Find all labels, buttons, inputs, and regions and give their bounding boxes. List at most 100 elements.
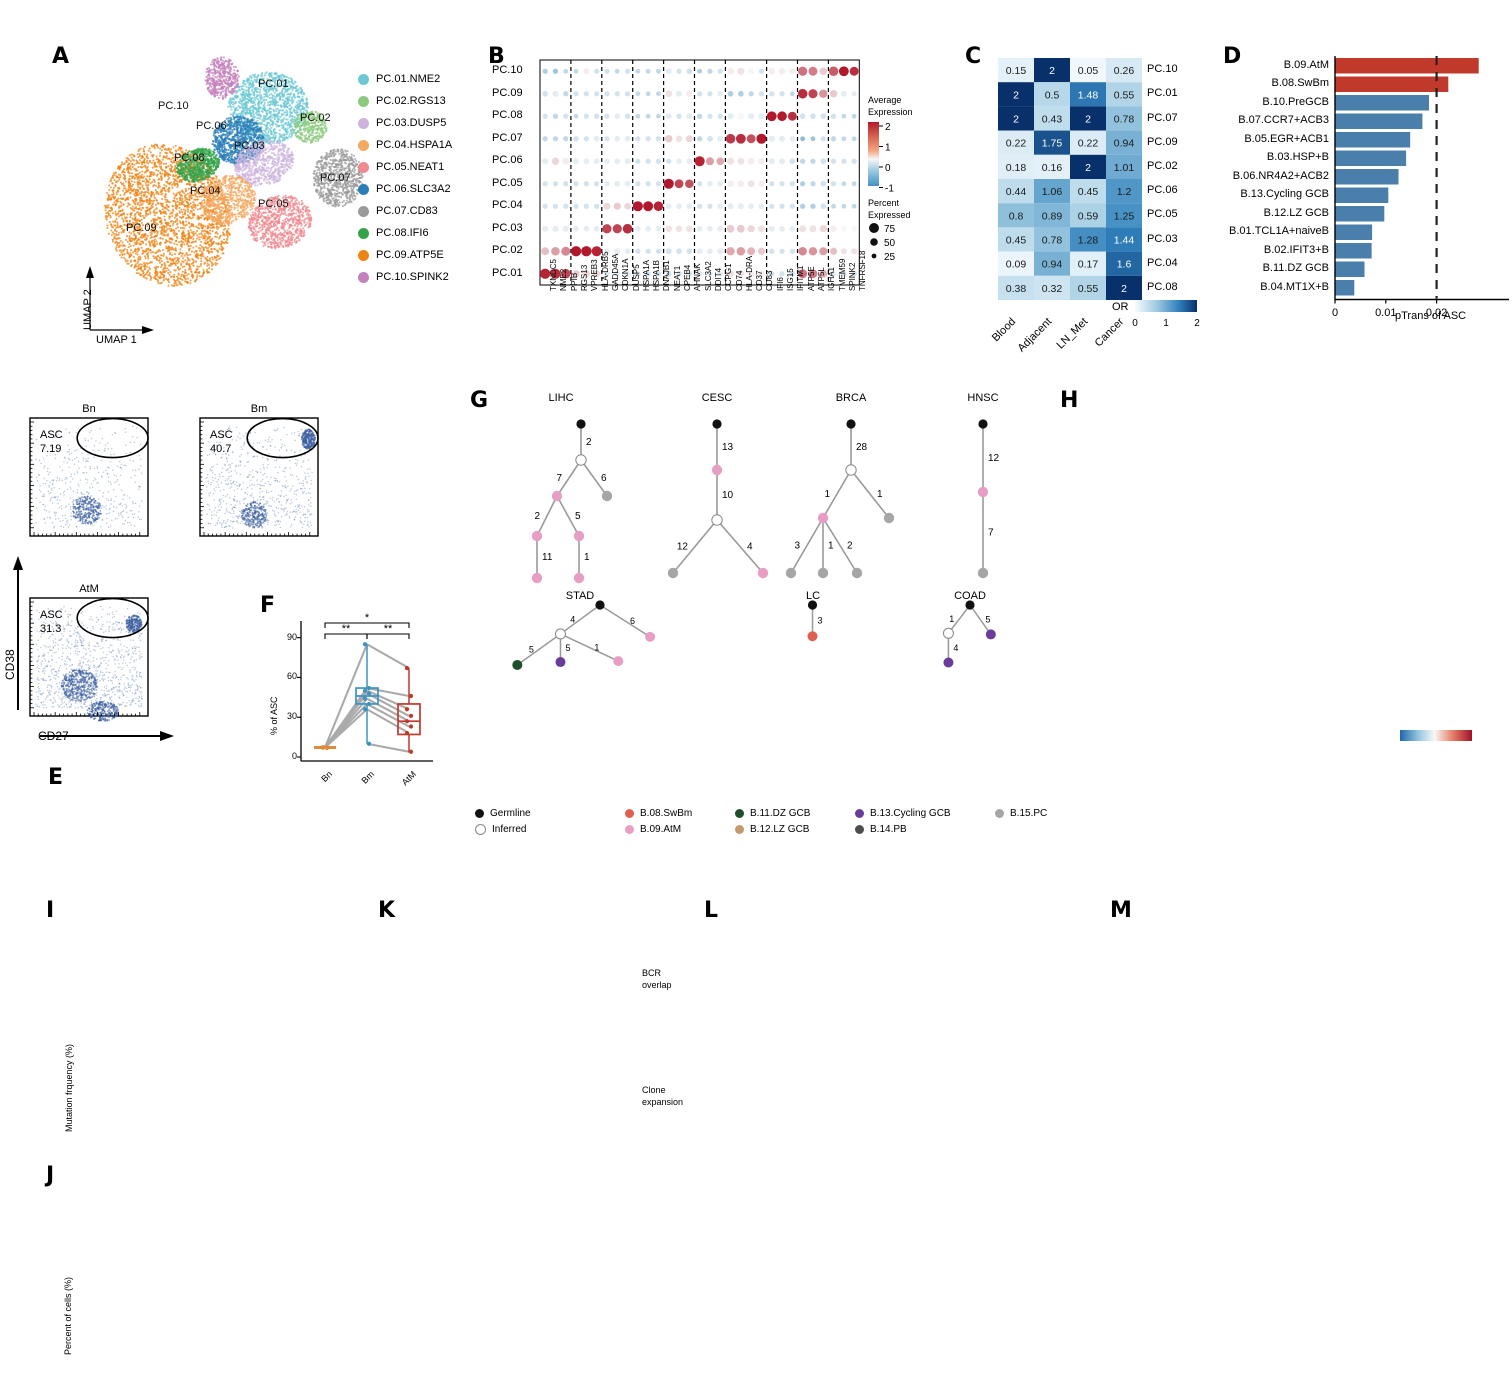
panel-g-legend-swatch — [855, 824, 864, 834]
panel-b-gene-label-HSPA1A: HSPA1A — [641, 260, 651, 291]
panel-f: F * ** ** % of ASC Bn Bm AtM 0 30 60 90 — [245, 585, 470, 810]
panel-g-legend-item: B.08.SwBm — [625, 805, 692, 821]
panel-k-networks — [370, 880, 700, 1380]
panel-c: C 0.15 2 0.05 0.26 2 0.5 1.48 0.55 2 0.43 2 0.78 0.2… — [960, 0, 1215, 380]
panel-a-legend-label: PC.04.HSPA1A — [376, 139, 453, 151]
panel-c-row-label-PC.05: PC.05 — [1147, 208, 1178, 221]
panel-d-category-11: B.11.DZ GCB — [1262, 262, 1329, 275]
panel-b-gene-label-VPREB3: VPREB3 — [590, 259, 600, 291]
panel-d-category-3: B.07.CCR7+ACB3 — [1238, 114, 1329, 127]
panel-b-expr-legend-title-2: Expression — [868, 107, 913, 117]
panel-a-legend-swatch — [358, 205, 369, 217]
panel-g-tree-title-CESC: CESC — [701, 392, 733, 404]
panel-g-legend-swatch — [995, 808, 1004, 818]
panel-g-legend-swatch — [475, 823, 486, 835]
panel-k-overlap-title-1: BCR — [642, 968, 662, 978]
panel-a-legend-item: PC.08.IFI6 — [358, 222, 452, 244]
panel-a-umap — [86, 56, 364, 334]
panel-a-legend-label: PC.01.NME2 — [376, 73, 441, 85]
panel-d-category-10: B.02.IFIT3+B — [1263, 243, 1329, 256]
panel-a-cluster-label-PC.10: PC.10 — [158, 100, 189, 112]
panel-d-category-1: B.08.SwBm — [1271, 77, 1329, 90]
panel-a-legend-item: PC.02.RGS13 — [358, 90, 452, 112]
panel-h-heatmap — [1400, 730, 1472, 741]
panel-b-row-label-PC.08: PC.08 — [492, 109, 523, 122]
panel-b-gene-label-TNFRSF18: TNFRSF18 — [858, 250, 868, 291]
panel-g-legend-col: B.08.SwBm B.09.AtM — [625, 805, 692, 837]
panel-b-gene-label-CDKN1A: CDKN1A — [621, 258, 631, 291]
panel-f-ytick-3: 90 — [286, 631, 297, 642]
panel-k-overlap-title-2: overlap — [642, 980, 672, 990]
panel-m-label: M — [1110, 898, 1132, 923]
panel-c-row-label-PC.03: PC.03 — [1147, 232, 1178, 245]
panel-b-gene-label-SPINK2: SPINK2 — [847, 262, 857, 291]
panel-k-clone-title-2: expansion — [642, 1097, 684, 1107]
panel-g-legend-label: B.14.PB — [870, 823, 907, 835]
panel-b-gene-label-NME2: NME2 — [559, 268, 569, 291]
panel-g-label: G — [470, 388, 489, 413]
panel-b-gene-label-SLC3A2: SLC3A2 — [703, 261, 713, 291]
panel-c-legend-label: OR — [1112, 301, 1129, 313]
panel-a-legend-item: PC.03.DUSP5 — [358, 112, 452, 134]
panel-h: H — [1055, 380, 1512, 820]
panel-b-gene-label-DDIT4: DDIT4 — [713, 267, 723, 291]
panel-a-cluster-label-PC.06: PC.06 — [196, 120, 227, 132]
panel-c-row-label-PC.07: PC.07 — [1147, 111, 1178, 124]
panel-b-gene-label-CCPG1: CCPG1 — [724, 263, 734, 291]
panel-b-gene-label-HLA-DRA: HLA-DRA — [744, 255, 754, 291]
panel-a-legend-label: PC.03.DUSP5 — [376, 117, 447, 129]
panel-g-tree-title-HNSC: HNSC — [967, 392, 999, 404]
panel-a-cluster-label-PC.09: PC.09 — [126, 222, 157, 234]
panel-g-legend-col: B.13.Cycling GCB B.14.PB — [855, 805, 951, 837]
panel-f-boxplot: *** ** — [297, 612, 433, 762]
panel-d-barchart — [1334, 56, 1509, 304]
panel-g-legend-swatch — [855, 808, 864, 818]
panel-a-label: A — [52, 44, 70, 69]
panel-g-legend-col: B.15.PC — [995, 805, 1047, 821]
panel-c-colorbar — [1135, 300, 1197, 312]
panel-l-umaps — [700, 880, 1100, 1380]
panel-b-gene-label-CD83: CD83 — [765, 270, 775, 291]
panel-b-expr-legend-title-1: Average — [868, 95, 902, 105]
panel-g-legend-swatch — [625, 808, 634, 818]
panel-b-row-label-PC.05: PC.05 — [492, 176, 523, 189]
panel-j-ylabel: Percent of cells (%) — [63, 1276, 73, 1355]
panel-b-gene-label-ISG15: ISG15 — [786, 268, 796, 291]
panel-b-dotplot — [539, 59, 860, 286]
panel-a-legend-swatch — [358, 161, 369, 173]
panel-g-legend-label: B.12.LZ GCB — [750, 823, 810, 835]
panel-a-legend-swatch — [358, 117, 369, 129]
panel-a-legend-swatch — [358, 95, 369, 107]
panel-a-legend: PC.01.NME2 PC.02.RGS13 PC.03.DUSP5 PC.04.HS… — [358, 68, 452, 288]
panel-d-category-4: B.05.EGR+ACB1 — [1244, 132, 1329, 145]
panel-b-gene-label-ATP5L: ATP5L — [816, 267, 826, 291]
panel-e: E Bn ASC 7.19 Bm ASC 40.7 AtM ASC 31.3 CD38 CD27 — [0, 380, 319, 810]
panel-b-gene-label-CD37: CD37 — [755, 270, 765, 291]
panel-g-tree-title-STAD: STAD — [565, 590, 595, 602]
panel-g-legend-label: B.08.SwBm — [640, 807, 693, 819]
panel-k: K BCR overlap Clone expansion — [370, 880, 700, 1380]
panel-d-category-0: B.09.AtM — [1283, 58, 1329, 71]
panel-g-tree-title-COAD: COAD — [954, 590, 986, 602]
panel-b-row-label-PC.10: PC.10 — [492, 64, 523, 77]
panel-b-gene-label-IGHA1: IGHA1 — [827, 266, 837, 291]
panel-i: I Mutation frquency (%) — [0, 880, 370, 1170]
panel-a-legend-label: PC.06.SLC3A2 — [376, 183, 451, 195]
panel-b-pct-legend-title-2: Expressed — [868, 210, 911, 220]
panel-b-gene-label-AHNAK: AHNAK — [693, 263, 703, 291]
panel-g-legend-label: B.13.Cycling GCB — [870, 807, 951, 819]
panel-a-legend-item: PC.04.HSPA1A — [358, 134, 452, 156]
panel-a-legend-item: PC.07.CD83 — [358, 200, 452, 222]
panel-g-legend-item: B.12.LZ GCB — [735, 821, 810, 837]
panel-a-legend-swatch — [358, 271, 369, 283]
panel-d-xtick-0: 0 — [1331, 306, 1339, 319]
panel-a-legend-swatch — [358, 73, 369, 85]
panel-d-category-6: B.06.NR4A2+ACB2 — [1232, 169, 1329, 182]
panel-h-label: H — [1060, 388, 1079, 413]
panel-d-label: D — [1223, 44, 1242, 69]
panel-b-row-label-PC.03: PC.03 — [492, 221, 523, 234]
panel-a-cluster-label-PC.07: PC.07 — [320, 172, 351, 184]
panel-a-cluster-label-PC.01: PC.01 — [258, 78, 289, 90]
